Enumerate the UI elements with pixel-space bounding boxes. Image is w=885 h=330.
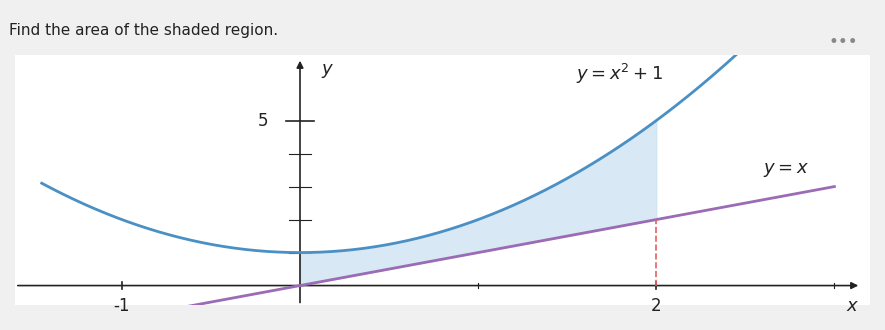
Text: 5: 5 xyxy=(258,112,268,130)
Text: •••: ••• xyxy=(829,33,858,51)
Text: x: x xyxy=(847,297,858,315)
Text: $y = x$: $y = x$ xyxy=(763,161,809,179)
Text: $y = x^2 + 1$: $y = x^2 + 1$ xyxy=(576,62,663,86)
Text: -1: -1 xyxy=(113,297,130,315)
Text: Find the area of the shaded region.: Find the area of the shaded region. xyxy=(9,23,278,38)
Text: 2: 2 xyxy=(651,297,662,315)
Text: y: y xyxy=(321,59,332,78)
